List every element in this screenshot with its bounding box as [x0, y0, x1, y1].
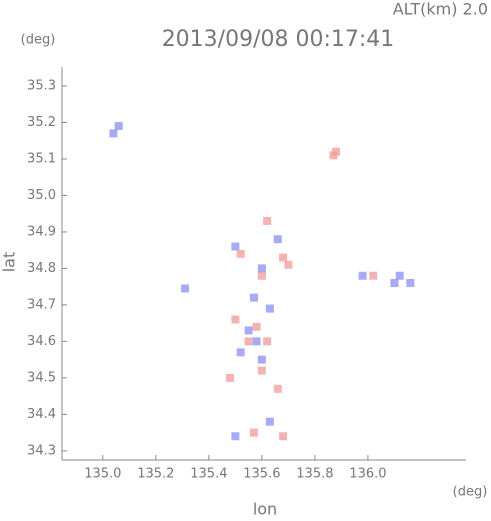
y-tick-label: 34.6 [27, 334, 56, 349]
echo [257, 264, 266, 273]
y-tick-label: 35.2 [27, 115, 56, 130]
echo [236, 348, 245, 357]
echo [181, 284, 190, 293]
y-tick-label: 34.9 [27, 224, 56, 239]
x-tick-label: 135.0 [84, 467, 121, 482]
echo [284, 260, 293, 269]
echo [406, 279, 415, 288]
echo [244, 326, 253, 335]
echo [236, 249, 245, 258]
echo [252, 322, 261, 331]
echo [231, 242, 240, 251]
echo [226, 373, 235, 382]
echo [249, 428, 258, 437]
echo [109, 129, 118, 138]
y-tick-label: 34.5 [27, 370, 56, 385]
y-tick-label: 34.4 [27, 407, 56, 422]
echo [257, 271, 266, 280]
echo [257, 366, 266, 375]
x-tick-label: 136.0 [349, 467, 386, 482]
echo [114, 122, 123, 131]
x-axis-label: lon [253, 500, 277, 519]
y-tick-label: 34.3 [27, 443, 56, 458]
x-unit: (deg) [453, 485, 488, 500]
echo [390, 279, 399, 288]
x-tick-label: 135.4 [190, 467, 227, 482]
echo [358, 271, 367, 280]
x-tick-label: 135.8 [296, 467, 333, 482]
echo [257, 355, 266, 364]
echo [273, 384, 282, 393]
echo [279, 432, 288, 441]
echo [252, 337, 261, 346]
chart-title: 2013/09/08 00:17:41 [162, 27, 395, 52]
echo [263, 216, 272, 225]
x-tick-label: 135.2 [137, 467, 174, 482]
y-tick-label: 35.1 [27, 151, 56, 166]
echo [329, 151, 338, 160]
echo [244, 337, 253, 346]
y-unit: (deg) [21, 33, 56, 48]
echo [273, 235, 282, 244]
y-tick-label: 34.8 [27, 261, 56, 276]
echo [265, 304, 274, 313]
echo [231, 315, 240, 324]
echo [263, 337, 272, 346]
echo [279, 253, 288, 262]
y-axis-label: lat [0, 252, 19, 273]
y-tick-label: 34.7 [27, 297, 56, 312]
altitude-label: ALT(km) 2.0 [393, 0, 488, 19]
echo [395, 271, 404, 280]
echo [265, 417, 274, 426]
echo [231, 432, 240, 441]
echo [369, 271, 378, 280]
y-tick-label: 35.3 [27, 78, 56, 93]
x-tick-label: 135.6 [243, 467, 280, 482]
y-tick-label: 35.0 [27, 188, 56, 203]
echo [249, 293, 258, 302]
